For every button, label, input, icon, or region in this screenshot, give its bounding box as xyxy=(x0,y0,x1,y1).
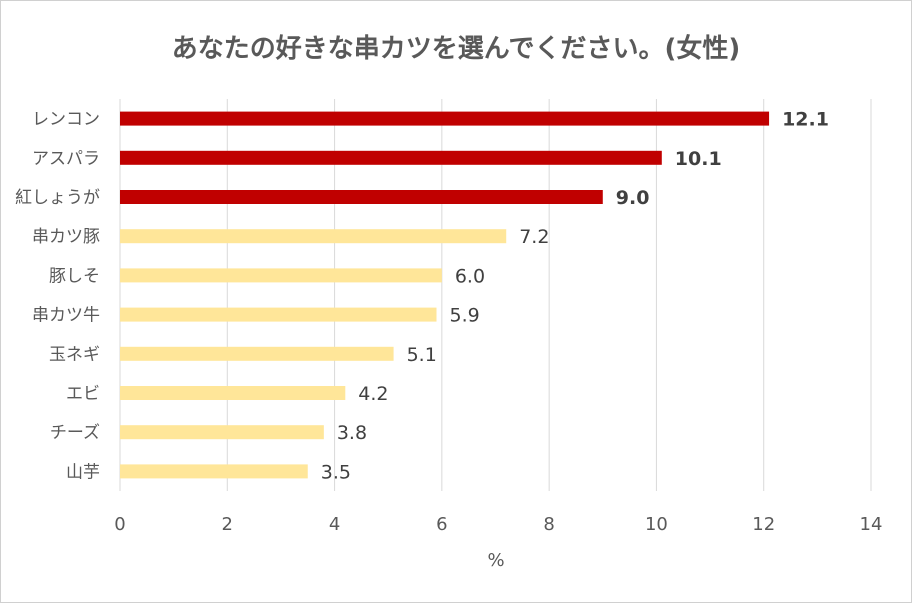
x-axis-label: % xyxy=(487,550,504,571)
category-label: 紅しょうが xyxy=(15,188,100,208)
category-label: 串カツ牛 xyxy=(32,306,100,326)
data-label: 3.8 xyxy=(337,422,367,444)
category-label: 山芋 xyxy=(66,462,100,482)
category-label: アスパラ xyxy=(32,149,100,169)
bar xyxy=(120,307,437,322)
bar xyxy=(120,190,603,204)
x-tick-label: 0 xyxy=(114,514,125,535)
data-label: 10.1 xyxy=(675,148,722,170)
x-tick-label: 10 xyxy=(645,514,668,535)
bar xyxy=(120,346,394,361)
data-label: 7.2 xyxy=(519,226,549,248)
category-label: チーズ xyxy=(50,423,100,443)
data-label: 5.9 xyxy=(449,305,479,327)
chart-title: あなたの好きな串カツを選んでください。(女性) xyxy=(172,33,740,64)
x-tick-label: 12 xyxy=(752,514,775,535)
category-label: エビ xyxy=(66,384,100,404)
data-label: 6.0 xyxy=(455,265,485,287)
x-tick-label: 4 xyxy=(329,514,340,535)
category-label: 豚しそ xyxy=(49,266,100,286)
category-label: レンコン xyxy=(32,110,100,130)
data-label: 4.2 xyxy=(358,383,388,405)
category-label: 玉ネギ xyxy=(49,345,100,365)
category-label: 串カツ豚 xyxy=(32,227,100,247)
data-label: 12.1 xyxy=(782,109,829,131)
x-tick-label: 14 xyxy=(860,514,883,535)
bar xyxy=(120,268,442,283)
bar xyxy=(120,464,308,479)
x-tick-label: 8 xyxy=(543,514,554,535)
data-label: 5.1 xyxy=(407,344,437,366)
bar xyxy=(120,229,507,244)
data-label: 3.5 xyxy=(321,461,351,483)
data-label: 9.0 xyxy=(616,187,650,209)
bar xyxy=(120,111,770,126)
bar xyxy=(120,386,346,400)
x-tick-label: 6 xyxy=(436,514,447,535)
bar xyxy=(120,150,662,165)
x-tick-label: 2 xyxy=(222,514,233,535)
bar xyxy=(120,425,324,440)
